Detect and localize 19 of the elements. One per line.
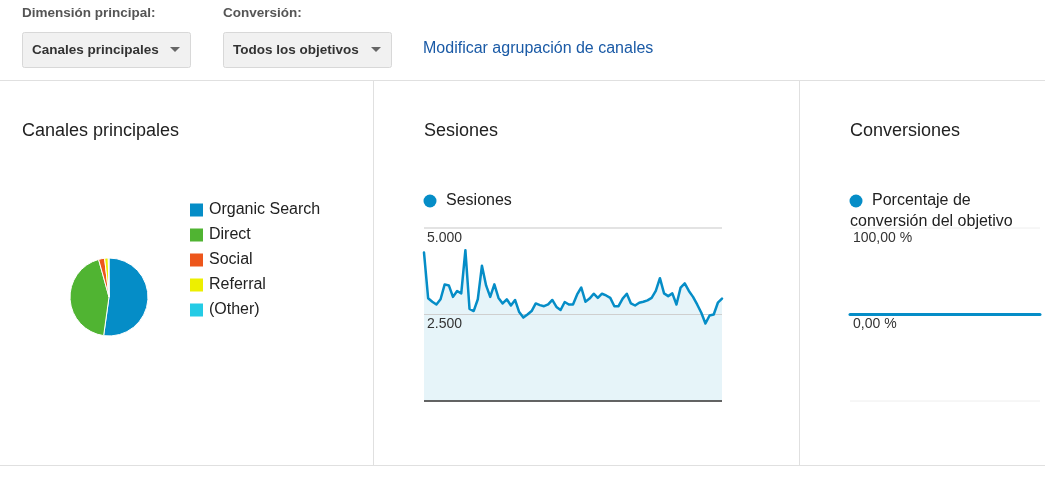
y-tick-label: 2.500 — [427, 315, 463, 332]
y-tick-label: 100,00 % — [853, 228, 913, 245]
text: Todos los objetivos — [233, 41, 359, 57]
legend-label: Organic Search — [209, 200, 321, 218]
legend-label: Social — [209, 250, 253, 268]
text: Modificar agrupación de canales — [423, 39, 654, 57]
y-tick-label: 0,00 % — [853, 315, 897, 332]
text: Canales principales — [32, 41, 159, 57]
legend-label: (Other) — [209, 300, 260, 318]
chart-title: Conversiones — [850, 119, 961, 140]
legend-label: Porcentaje de conversión del objetivo — [850, 191, 1013, 230]
chart-title: Canales principales — [22, 119, 180, 140]
legend-label: Referral — [209, 275, 266, 293]
chart-title: Sesiones — [424, 119, 499, 140]
y-tick-label: 5.000 — [427, 228, 463, 245]
text: Dimensión principal: — [22, 4, 156, 20]
legend-label: Sesiones — [446, 191, 512, 209]
text: Conversión: — [223, 4, 302, 20]
legend-label: Direct — [209, 225, 252, 243]
